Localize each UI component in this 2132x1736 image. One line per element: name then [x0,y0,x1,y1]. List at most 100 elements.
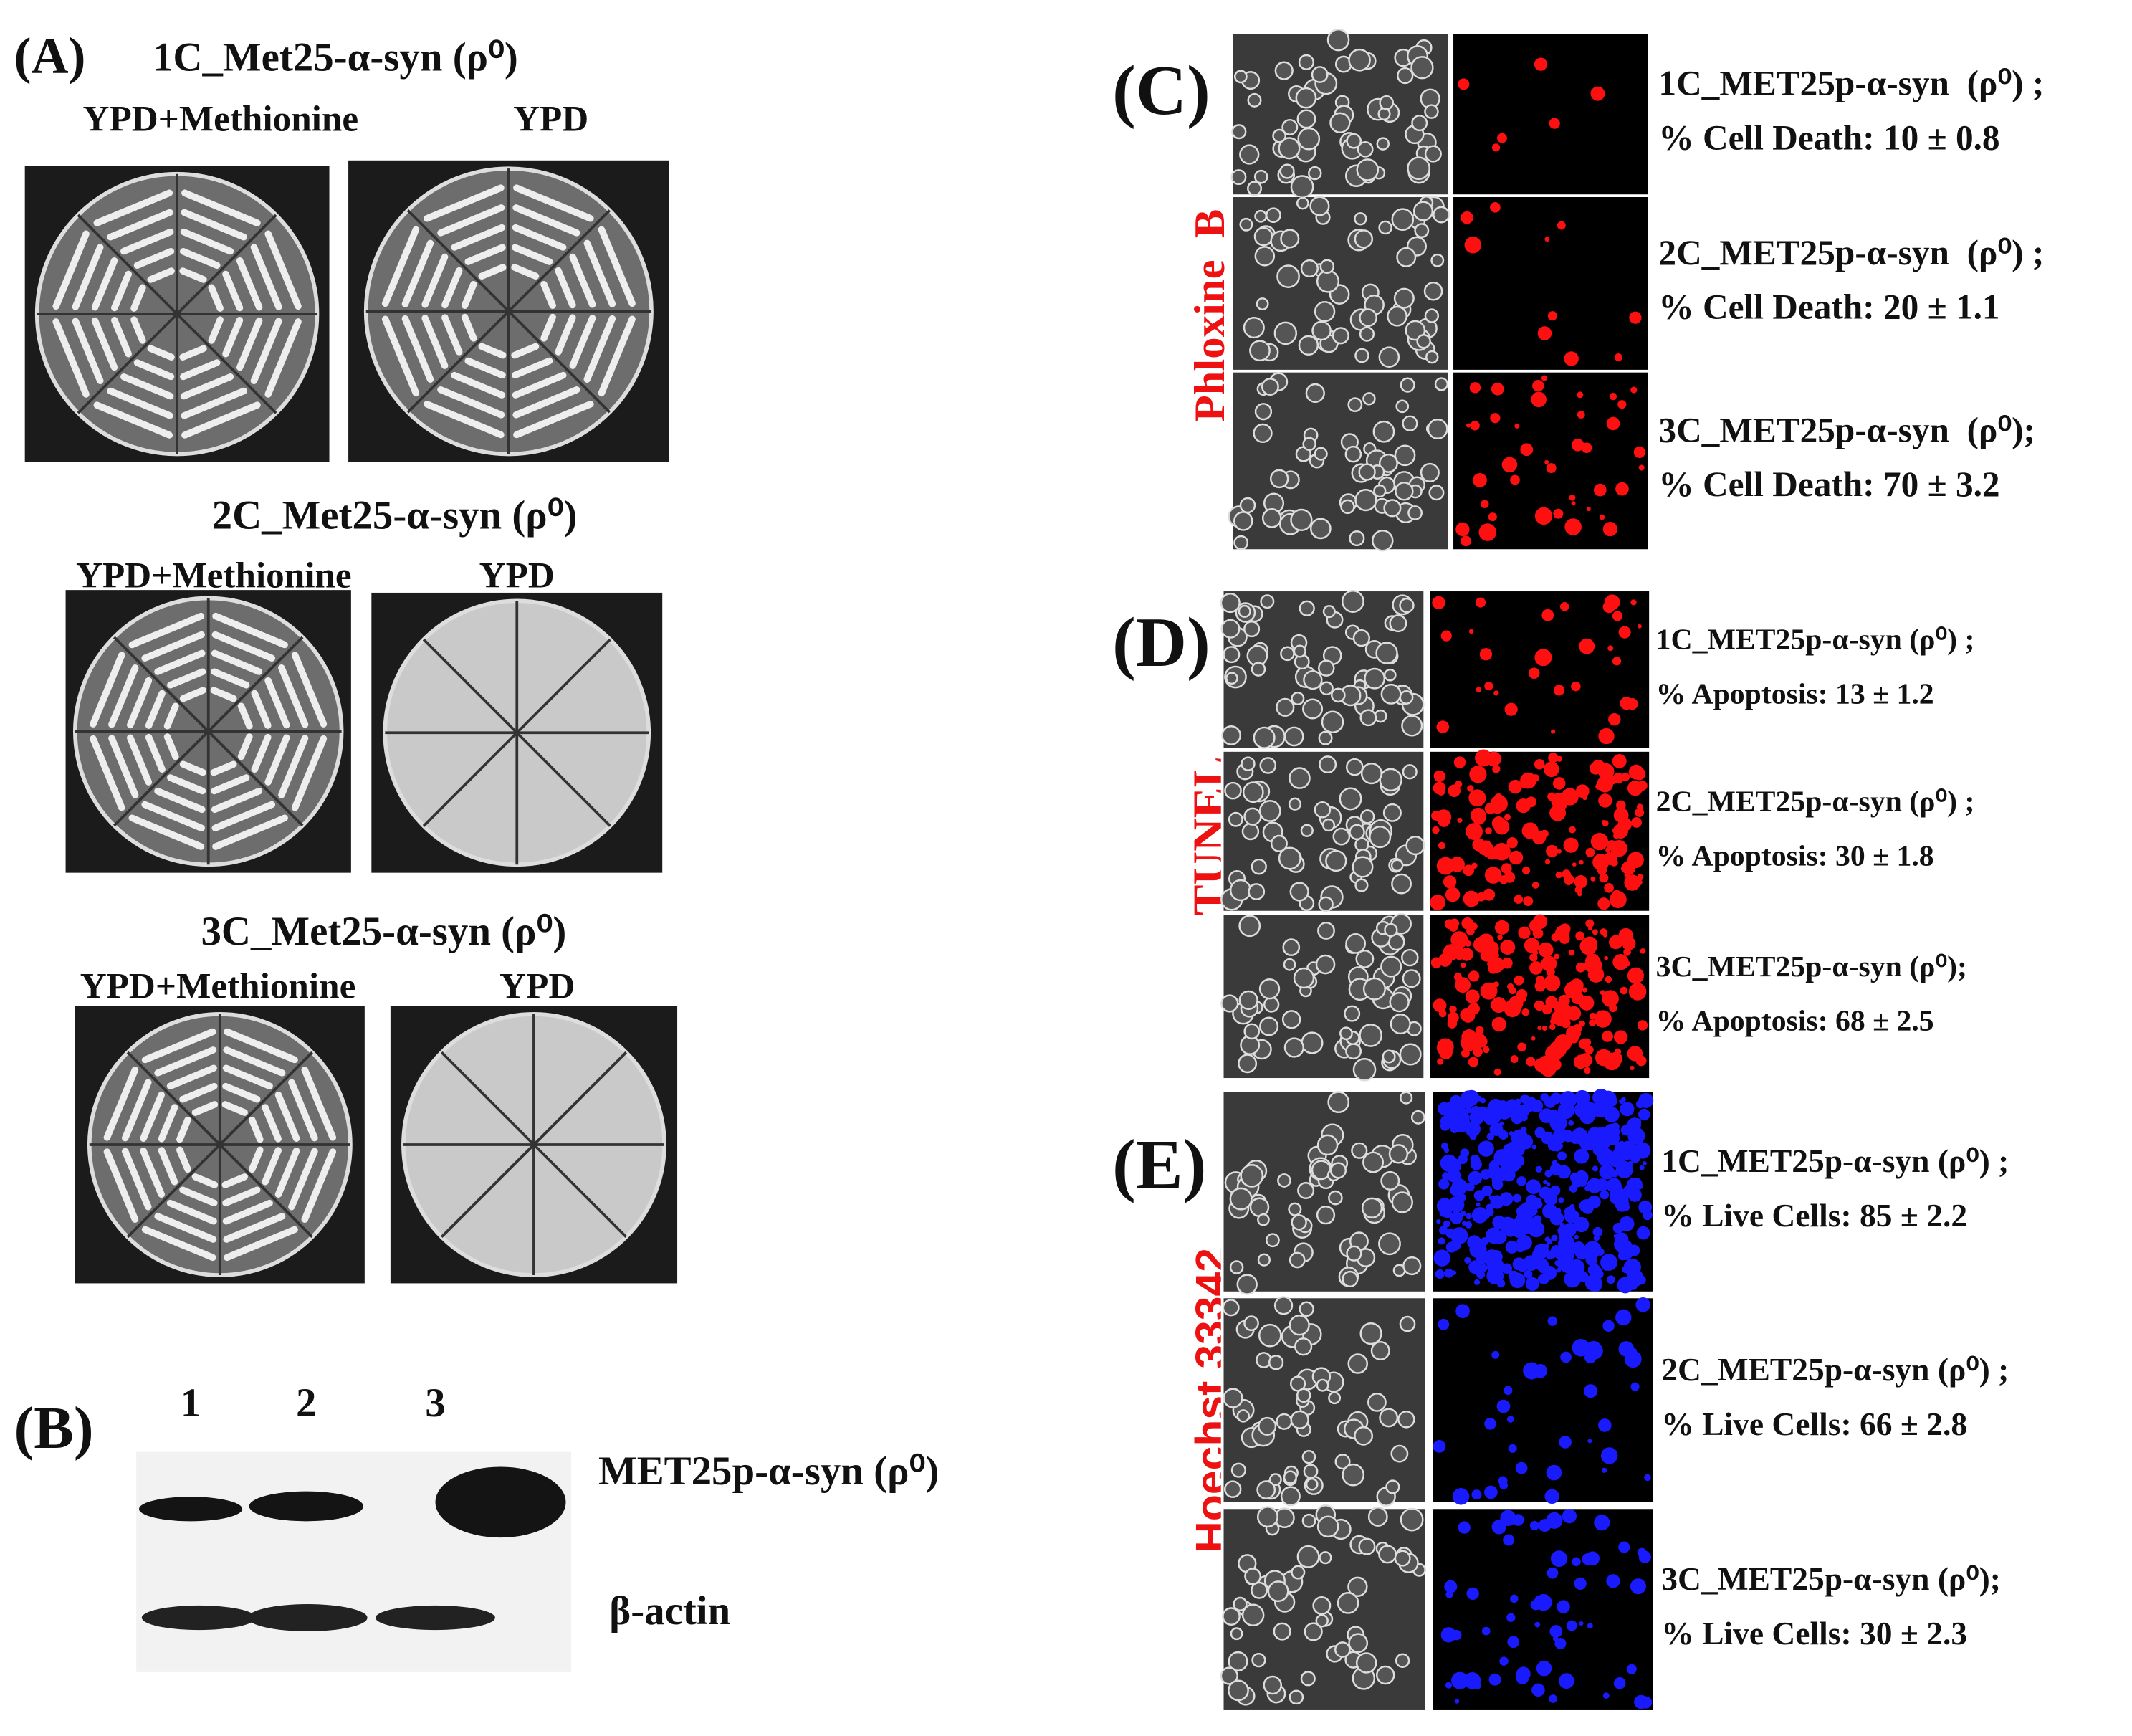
stained-cell [1553,685,1565,696]
streak [166,1064,217,1090]
cell [1223,1388,1243,1408]
stained-cell [1557,221,1566,230]
stained-cell [1595,1178,1609,1192]
stained-cell [1554,1637,1567,1649]
cell [1358,1537,1376,1555]
cell [1273,321,1298,345]
cell [1427,419,1448,439]
streak [236,317,263,371]
cell [1289,1689,1304,1705]
stained-cell [1624,874,1640,891]
cell [1298,54,1314,70]
streak [441,314,463,356]
cell [1391,1191,1413,1213]
cell [1410,1110,1425,1125]
stained-cell [1532,914,1548,930]
stained-cell [1629,311,1642,324]
stained-cell [1605,1130,1620,1145]
stained-cell [1620,986,1628,995]
stained-cell [1621,773,1630,782]
stained-cell [1514,423,1520,429]
stained-cell [1544,1236,1551,1243]
stained-cell [1469,766,1487,783]
stained-cell [1592,1226,1603,1237]
cell [1382,803,1402,822]
streak [210,760,237,776]
stained-cell [1572,1338,1590,1357]
cell [1253,423,1273,444]
streak [248,1146,264,1173]
condition-label: YPD [513,98,588,139]
stained-cell [1504,1102,1519,1118]
stained-cell [1544,237,1550,242]
stained-cell [1464,236,1482,254]
cell [1354,229,1374,249]
stained-cell [1491,143,1501,152]
strain-label: 3C_MET25p-α-syn (ρ⁰); [1656,950,1967,983]
streak [163,702,179,730]
strain-label: 2C_MET25p-α-syn (ρ⁰) ; [1658,233,2044,272]
streak [179,1186,218,1207]
cell [1358,463,1376,481]
stained-cell [1517,1158,1525,1166]
cell [1314,300,1336,323]
streak [179,687,206,702]
cell [1318,730,1333,745]
stained-cell [1541,609,1554,621]
cell [1243,1023,1261,1040]
cell [1322,605,1336,619]
stained-cell [1579,1109,1595,1125]
stained-cell [1498,1130,1509,1140]
cell [1372,530,1394,552]
cell [1256,1506,1278,1528]
stained-cell [1470,1106,1482,1118]
stained-cell [1601,819,1606,824]
cell [1270,834,1288,852]
stained-cell [1491,382,1504,396]
cell [1301,1031,1324,1054]
cell [1296,1388,1311,1403]
stained-cell [1445,887,1461,902]
stained-cell [1469,382,1481,394]
plate-divider [77,214,277,414]
streak [274,1091,300,1142]
cell [1242,781,1264,803]
stained-cell [1438,841,1445,849]
stained-cell [1559,1436,1572,1449]
stained-cell [1610,991,1615,998]
cell [1380,955,1402,978]
streak [111,317,132,358]
stained-cell [1481,500,1489,508]
stained-cell [1488,512,1497,522]
stained-cell [1606,416,1620,431]
streak [222,270,244,312]
cell [1390,859,1404,872]
cell [1373,484,1387,498]
stained-cell [1493,843,1511,861]
cell [1359,1322,1382,1345]
streak [237,702,253,730]
stained-cell [1473,1682,1481,1689]
stained-cell [1503,1534,1515,1546]
stained-cell [1541,962,1551,970]
stained-cell [1542,1266,1557,1280]
stained-cell [1559,1222,1565,1228]
cell [1315,1614,1329,1628]
stained-cell [1570,1211,1580,1221]
streak [72,244,104,310]
stained-cell [1585,919,1595,928]
stained-cell [1486,1203,1494,1212]
stained-cell [1577,411,1585,419]
streak [133,359,175,381]
stained-cell [1444,1580,1458,1593]
stained-cell [1635,879,1643,886]
streak [451,224,506,251]
cell [1228,1651,1248,1671]
stained-cell [1533,1215,1542,1224]
streak [264,677,290,729]
stained-cell [1466,423,1471,428]
streak [180,359,221,381]
cell [1332,327,1349,345]
cell [1228,811,1243,827]
stained-cell [1506,1613,1516,1622]
